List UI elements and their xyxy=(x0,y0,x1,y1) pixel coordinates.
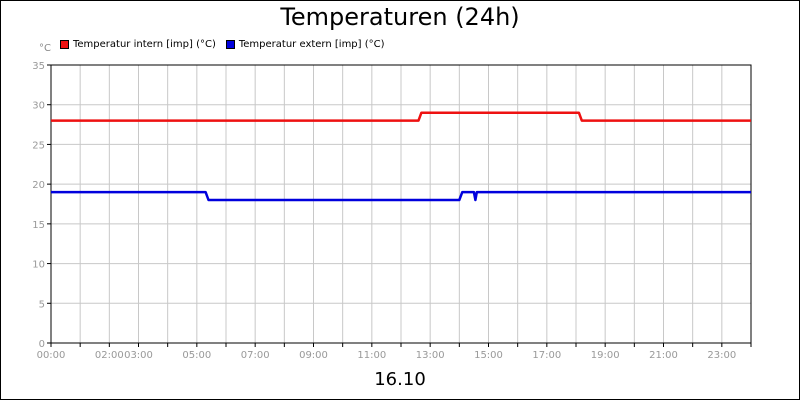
series-line-intern xyxy=(51,111,751,122)
x-axis-date-label: 16.10 xyxy=(374,369,426,390)
x-tick-label: 19:00 xyxy=(591,350,620,361)
legend-swatch-intern xyxy=(60,40,69,49)
x-tick-label: 09:00 xyxy=(299,350,328,361)
chart-title: Temperaturen (24h) xyxy=(280,3,520,31)
x-tick-label: 07:00 xyxy=(241,350,270,361)
series-line-extern xyxy=(51,190,751,202)
x-tick-label: 23:00 xyxy=(707,350,736,361)
x-tick-label: 00:00 xyxy=(37,350,66,361)
legend-label-extern: Temperatur extern [imp] (°C) xyxy=(238,39,385,50)
legend: Temperatur intern [imp] (°C) Temperatur … xyxy=(60,39,385,50)
y-tick-label: 5 xyxy=(39,299,45,310)
y-tick-label: 20 xyxy=(32,180,45,191)
x-tick-label: 17:00 xyxy=(532,350,561,361)
x-tick-label: 21:00 xyxy=(649,350,678,361)
legend-swatch-extern xyxy=(225,40,235,49)
y-tick-label: 15 xyxy=(32,220,45,231)
x-tick-label: 05:00 xyxy=(182,350,211,361)
y-tick-label: 0 xyxy=(39,339,45,350)
x-tick-label: 15:00 xyxy=(474,350,503,361)
x-tick-label: 03:00 xyxy=(124,350,153,361)
legend-item-extern: Temperatur extern [imp] (°C) xyxy=(225,39,385,50)
x-tick-label: 11:00 xyxy=(357,350,386,361)
x-tick-label: 02:00 xyxy=(95,350,124,361)
y-tick-label: 10 xyxy=(32,260,45,271)
legend-item-intern: Temperatur intern [imp] (°C) xyxy=(60,39,216,50)
y-tick-label: 35 xyxy=(32,61,45,72)
legend-label-intern: Temperatur intern [imp] (°C) xyxy=(73,39,216,50)
y-axis-unit: °C xyxy=(39,43,51,54)
y-tick-label: 30 xyxy=(32,101,45,112)
x-tick-label: 13:00 xyxy=(416,350,445,361)
y-tick-label: 25 xyxy=(32,140,45,151)
